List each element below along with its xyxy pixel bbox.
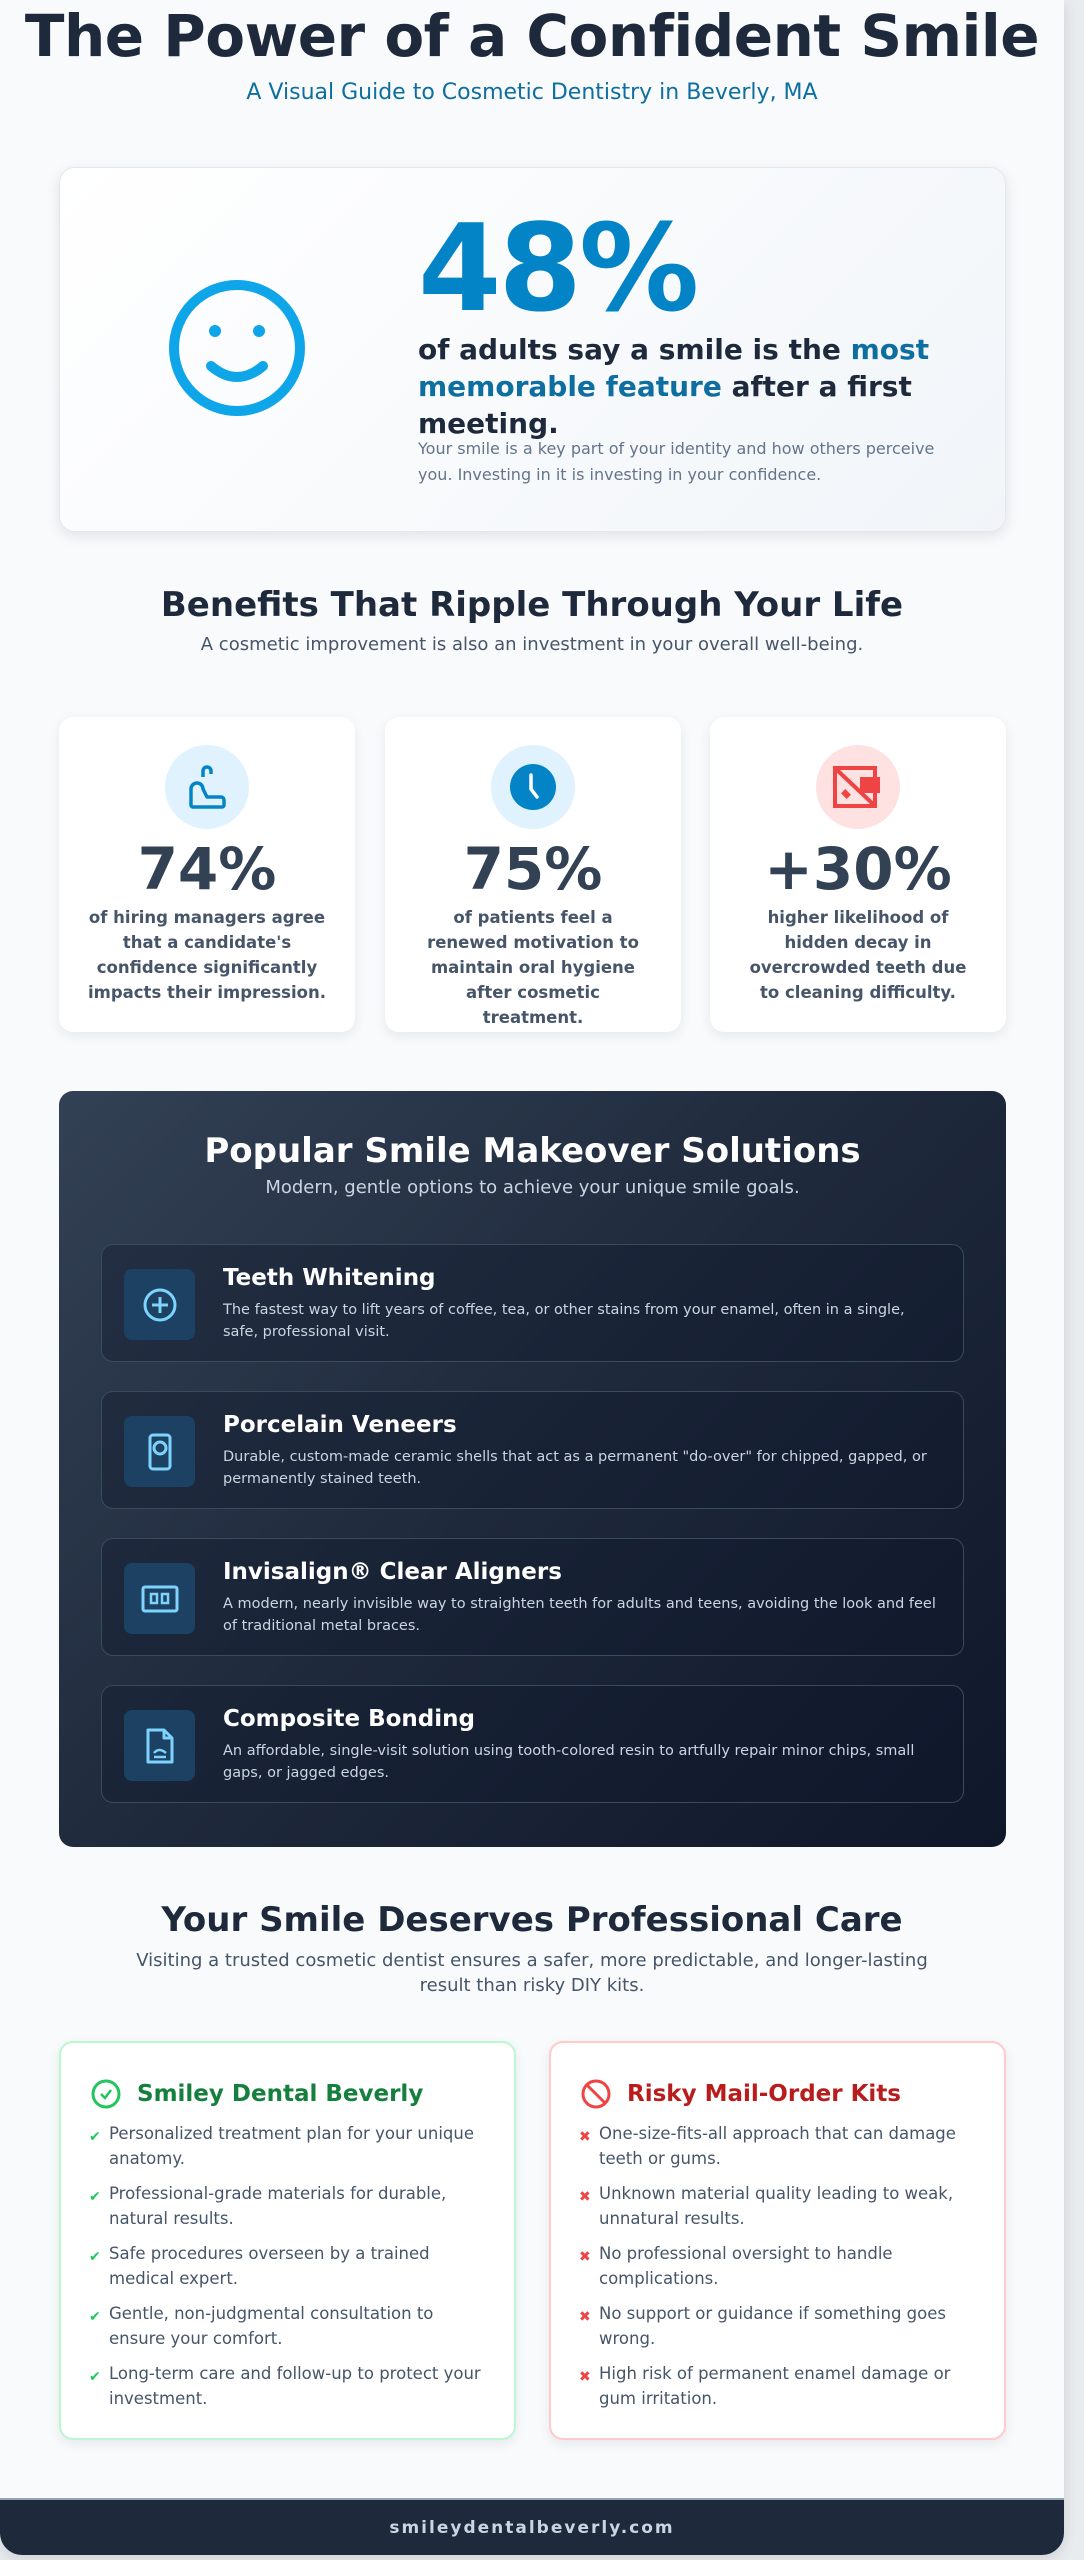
solution-item: Teeth Whitening The fastest way to lift … [101,1244,964,1362]
benefits-subtitle: A cosmetic improvement is also an invest… [200,634,864,655]
stat-card: +30% higher likelihood of hidden decay i… [710,717,1006,1032]
page-subtitle: A Visual Guide to Cosmetic Dentistry in … [246,80,818,105]
solution-item: Invisalign® Clear Aligners A modern, nea… [101,1538,964,1656]
list-item: ✖ No support or guidance if something goe… [579,2301,982,2351]
list-item: ✔ Safe procedures overseen by a trained m… [89,2241,492,2291]
list-item-text: High risk of permanent enamel damage or … [599,2364,951,2408]
page: The Power of a Confident Smile A Visual … [0,0,1064,2555]
list-item: ✖ Unknown material quality leading to wea… [579,2181,982,2231]
solutions-section: Popular Smile Makeover Solutions Modern,… [59,1091,1006,1847]
hero-card: 48% of adults say a smile is the most me… [59,167,1006,532]
list-item: ✖ High risk of permanent enamel damage or… [579,2361,982,2411]
aligner-icon [124,1563,195,1634]
hero-highlight: most memorable feature [418,333,930,403]
solution-title: Composite Bonding [223,1706,475,1732]
check-icon: ✔ [89,2249,101,2265]
comparison-card-bad: Risky Mail-Order Kits ✖ One-size-fits-all… [549,2041,1006,2440]
solution-title: Porcelain Veneers [223,1412,457,1438]
stat-value: 74% [137,835,277,903]
check-icon: ✔ [89,2129,101,2145]
list-item-text: Long-term care and follow-up to protect … [109,2364,481,2408]
care-subtitle: Visiting a trusted cosmetic dentist ensu… [136,1950,928,1996]
solutions-title: Popular Smile Makeover Solutions [204,1131,861,1171]
cross-icon: ✖ [579,2369,591,2385]
solution-text: An affordable, single-visit solution usi… [223,1743,915,1781]
list-item-text: Unknown material quality leading to weak… [599,2184,954,2228]
solution-title: Invisalign® Clear Aligners [223,1559,562,1585]
good-title: Smiley Dental Beverly [137,2081,424,2107]
comparison-card-good: Smiley Dental Beverly ✔ Personalized trea… [59,2041,516,2440]
benefits-title: Benefits That Ripple Through Your Life [160,585,904,625]
list-item: ✔ Personalized treatment plan for your un… [89,2121,492,2171]
page-title: The Power of a Confident Smile [24,2,1040,70]
list-item-text: Safe procedures overseen by a trained me… [109,2244,430,2288]
cross-icon: ✖ [579,2129,591,2145]
solution-item: Porcelain Veneers Durable, custom-made c… [101,1391,964,1509]
cross-icon: ✖ [579,2309,591,2325]
footer-site: smileydentalbeverly.com [389,2518,675,2538]
prohibited-icon [581,2079,611,2109]
stat-text: higher likelihood of hidden decay in ove… [749,908,967,1002]
list-item-text: Gentle, non-judgmental consultation to e… [109,2304,434,2348]
list-item: ✖ No professional oversight to handle com… [579,2241,982,2291]
cross-icon: ✖ [579,2249,591,2265]
hero-lead: of adults say a smile is the most memora… [418,333,930,440]
hero-note: Your smile is a key part of your identit… [418,439,935,484]
list-item: ✔ Long-term care and follow-up to protect… [89,2361,492,2411]
hero-stat: 48% [418,200,699,339]
solution-text: A modern, nearly invisible way to straig… [223,1596,936,1634]
stat-value: +30% [764,835,952,903]
list-item-text: One-size-fits-all approach that can dama… [599,2124,956,2168]
plus-circle-icon [124,1269,195,1340]
list-item-text: No professional oversight to handle comp… [599,2244,893,2288]
smile-icon [169,280,305,416]
list-item: ✔ Gentle, non-judgmental consultation to … [89,2301,492,2351]
stat-text: of patients feel a renewed motivation to… [427,908,639,1027]
bad-title: Risky Mail-Order Kits [627,2081,902,2107]
check-icon: ✔ [89,2189,101,2205]
solution-text: Durable, custom-made ceramic shells that… [223,1449,927,1487]
check-circle-icon [91,2079,121,2109]
solution-item: Composite Bonding An affordable, single-… [101,1685,964,1803]
clock-icon [491,745,575,829]
bad-list: ✖ One-size-fits-all approach that can dam… [579,2121,982,2421]
list-item-text: Personalized treatment plan for your uni… [109,2124,475,2168]
solution-title: Teeth Whitening [223,1265,436,1291]
list-item: ✖ One-size-fits-all approach that can dam… [579,2121,982,2171]
list-item-text: Professional-grade materials for durable… [109,2184,447,2228]
stat-card: 75% of patients feel a renewed motivatio… [385,717,681,1032]
stat-text: of hiring managers agree that a candidat… [87,908,327,1002]
document-icon [124,1710,195,1781]
check-icon: ✔ [89,2309,101,2325]
good-list: ✔ Personalized treatment plan for your un… [89,2121,492,2421]
stat-card: 74% of hiring managers agree that a cand… [59,717,355,1032]
solutions-subtitle: Modern, gentle options to achieve your u… [265,1177,800,1198]
footer: smileydentalbeverly.com [0,2498,1064,2555]
handshake-icon [165,745,249,829]
check-icon: ✔ [89,2369,101,2385]
list-item: ✔ Professional-grade materials for durabl… [89,2181,492,2231]
solution-text: The fastest way to lift years of coffee,… [223,1302,905,1340]
veneer-icon [124,1416,195,1487]
stat-value: 75% [463,835,603,903]
cross-icon: ✖ [579,2189,591,2205]
list-item-text: No support or guidance if something goes… [599,2304,946,2348]
care-title: Your Smile Deserves Professional Care [161,1900,903,1940]
warning-image-icon [816,745,900,829]
